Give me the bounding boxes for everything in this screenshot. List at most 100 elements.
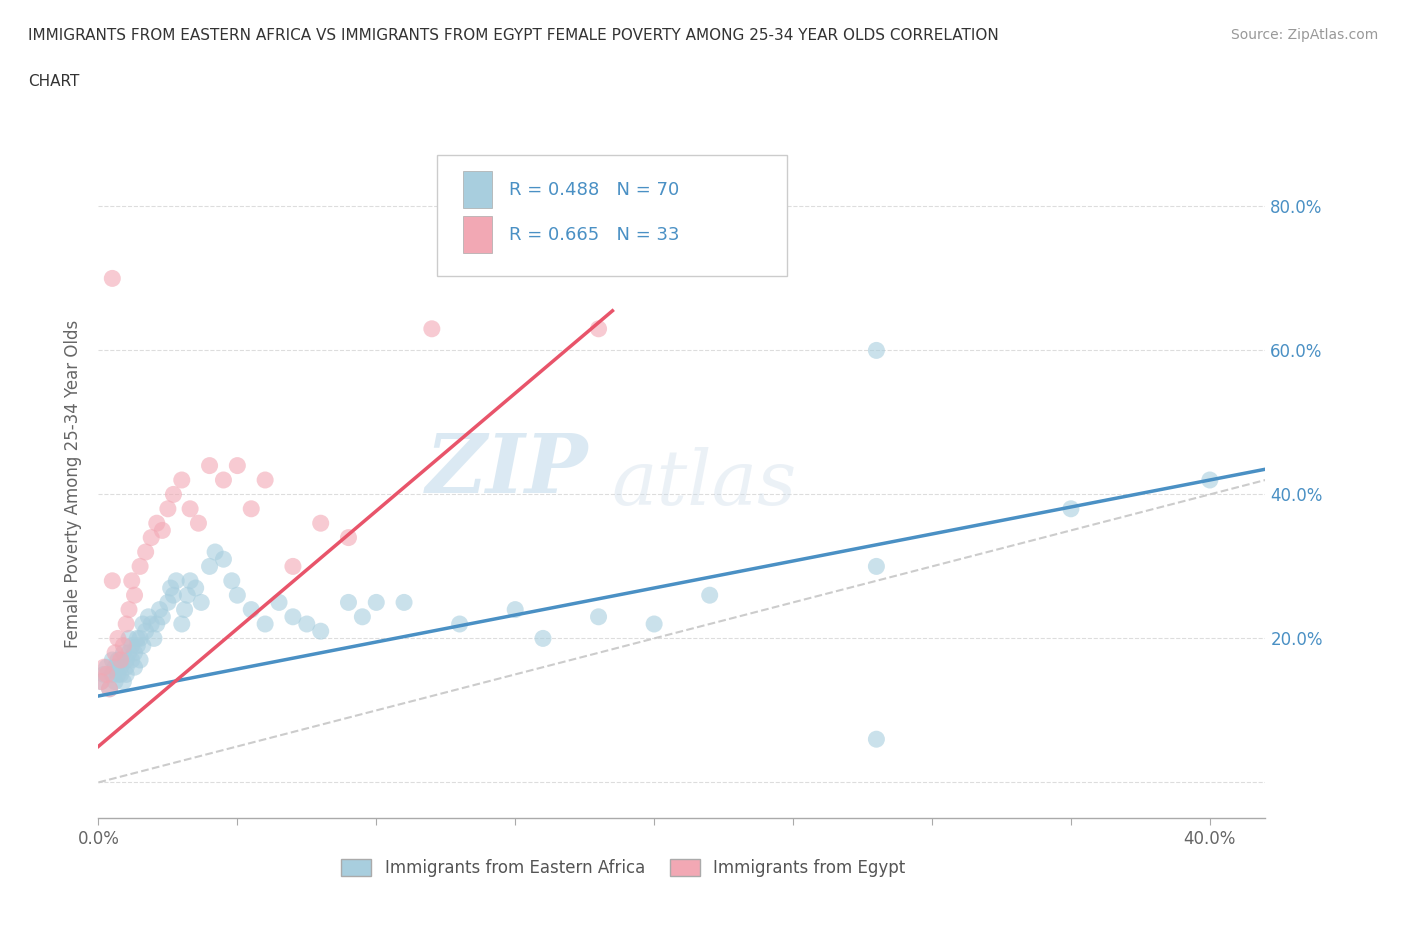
- Point: [104, 659, 127, 674]
- Text: Source: ZipAtlas.com: Source: ZipAtlas.com: [1230, 28, 1378, 42]
- Point: [118, 631, 141, 645]
- Point: [107, 667, 129, 682]
- Point: [865, 559, 887, 574]
- Point: [420, 322, 443, 337]
- Point: [121, 638, 143, 653]
- Point: [121, 653, 143, 668]
- Point: [135, 545, 157, 560]
- Point: [165, 574, 187, 589]
- Point: [204, 545, 226, 560]
- Point: [156, 595, 179, 610]
- Point: [254, 617, 277, 631]
- Point: [212, 472, 235, 487]
- Point: [96, 667, 118, 682]
- Point: [531, 631, 554, 645]
- FancyBboxPatch shape: [463, 171, 492, 207]
- Y-axis label: Female Poverty Among 25-34 Year Olds: Female Poverty Among 25-34 Year Olds: [65, 320, 83, 647]
- Point: [1198, 472, 1220, 487]
- Point: [138, 609, 160, 624]
- Point: [96, 659, 118, 674]
- Point: [118, 602, 141, 617]
- Point: [643, 617, 665, 631]
- Point: [159, 580, 181, 595]
- Point: [107, 631, 129, 645]
- Point: [254, 472, 277, 487]
- Point: [187, 516, 209, 531]
- Legend: Immigrants from Eastern Africa, Immigrants from Egypt: Immigrants from Eastern Africa, Immigran…: [335, 852, 912, 883]
- Text: atlas: atlas: [612, 446, 797, 521]
- Point: [115, 659, 138, 674]
- Point: [110, 653, 132, 668]
- Point: [865, 343, 887, 358]
- Point: [101, 667, 124, 682]
- Point: [129, 559, 152, 574]
- Point: [93, 659, 115, 674]
- Point: [337, 530, 360, 545]
- Point: [118, 645, 141, 660]
- Point: [588, 322, 610, 337]
- Point: [309, 516, 332, 531]
- Point: [281, 609, 304, 624]
- Point: [143, 631, 166, 645]
- Point: [107, 653, 129, 668]
- Point: [129, 653, 152, 668]
- Point: [104, 645, 127, 660]
- Point: [352, 609, 374, 624]
- Point: [112, 638, 135, 653]
- Point: [104, 674, 127, 689]
- Point: [132, 617, 155, 631]
- Point: [101, 574, 124, 589]
- Point: [190, 595, 212, 610]
- Point: [115, 617, 138, 631]
- Text: R = 0.665   N = 33: R = 0.665 N = 33: [509, 225, 679, 244]
- Text: IMMIGRANTS FROM EASTERN AFRICA VS IMMIGRANTS FROM EGYPT FEMALE POVERTY AMONG 25-: IMMIGRANTS FROM EASTERN AFRICA VS IMMIGR…: [28, 28, 998, 43]
- Point: [295, 617, 318, 631]
- Point: [141, 617, 163, 631]
- Point: [101, 653, 124, 668]
- Point: [198, 458, 221, 473]
- Point: [146, 516, 169, 531]
- Point: [179, 574, 201, 589]
- Point: [141, 530, 163, 545]
- Point: [90, 674, 112, 689]
- Point: [337, 595, 360, 610]
- Point: [93, 667, 115, 682]
- Point: [221, 574, 243, 589]
- Point: [148, 602, 170, 617]
- Point: [162, 487, 184, 502]
- Point: [135, 624, 157, 639]
- Point: [226, 588, 249, 603]
- Point: [184, 580, 207, 595]
- Point: [112, 645, 135, 660]
- Point: [392, 595, 415, 610]
- Point: [121, 574, 143, 589]
- Point: [503, 602, 526, 617]
- Point: [588, 609, 610, 624]
- Point: [212, 551, 235, 566]
- Point: [98, 682, 121, 697]
- Point: [162, 588, 184, 603]
- Point: [267, 595, 290, 610]
- FancyBboxPatch shape: [437, 155, 787, 276]
- Point: [90, 674, 112, 689]
- Point: [366, 595, 388, 610]
- Point: [112, 674, 135, 689]
- Point: [865, 732, 887, 747]
- Point: [179, 501, 201, 516]
- Point: [124, 588, 146, 603]
- Point: [132, 638, 155, 653]
- Point: [146, 617, 169, 631]
- Point: [198, 559, 221, 574]
- Point: [115, 653, 138, 668]
- Point: [110, 659, 132, 674]
- Point: [115, 667, 138, 682]
- Point: [176, 588, 198, 603]
- Point: [150, 609, 173, 624]
- Point: [173, 602, 195, 617]
- Point: [124, 645, 146, 660]
- Point: [98, 682, 121, 697]
- Text: R = 0.488   N = 70: R = 0.488 N = 70: [509, 181, 679, 199]
- Point: [170, 617, 193, 631]
- FancyBboxPatch shape: [463, 216, 492, 253]
- Text: ZIP: ZIP: [426, 431, 589, 511]
